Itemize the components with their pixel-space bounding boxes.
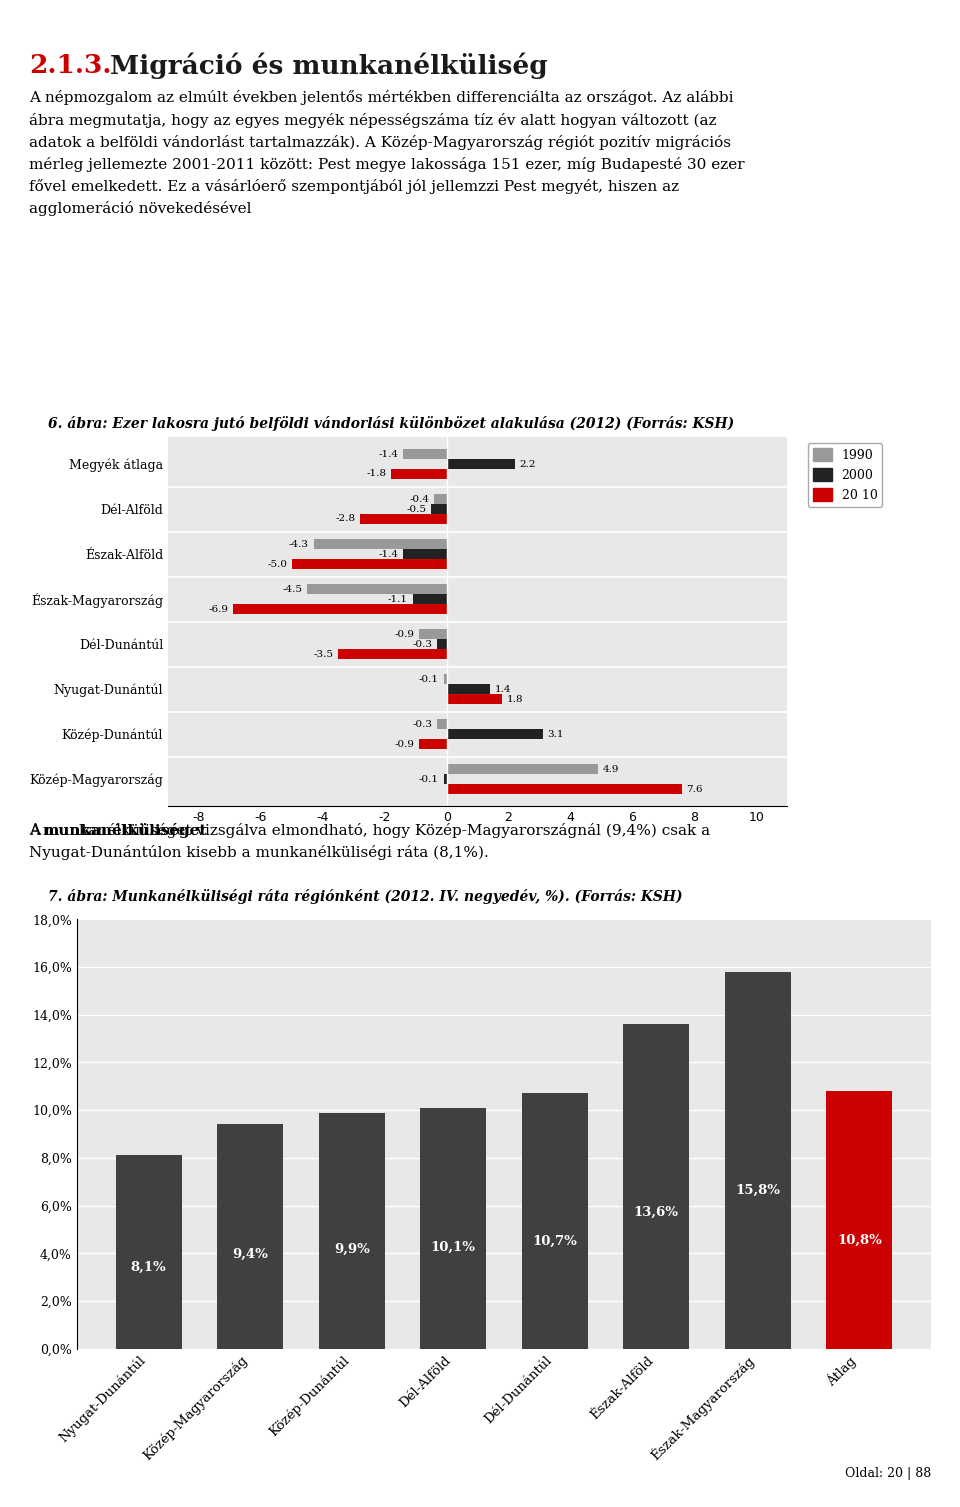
Bar [623,1025,689,1349]
Legend: 1990, 2000, 20 10: 1990, 2000, 20 10 [808,443,882,506]
Bar [446,729,542,738]
Bar [314,540,446,549]
Text: -0.3: -0.3 [413,639,433,648]
Text: -1.4: -1.4 [378,550,398,559]
Bar [307,585,446,594]
Text: -0.5: -0.5 [406,505,426,514]
Bar [522,1094,588,1349]
Text: -0.1: -0.1 [419,775,439,784]
Text: A: A [29,823,45,836]
Text: -0.4: -0.4 [410,494,430,503]
Bar [431,505,446,514]
Text: -0.9: -0.9 [395,740,414,749]
Bar [438,639,446,650]
Bar [446,684,490,695]
Text: munkanélküliséget: munkanélküliséget [42,823,206,838]
Text: 10,1%: 10,1% [431,1242,476,1254]
Text: 4.9: 4.9 [603,766,619,773]
Bar [419,738,446,749]
Bar [319,1112,385,1349]
Text: 8,1%: 8,1% [131,1261,166,1273]
Bar [446,764,598,775]
Bar [217,1124,283,1349]
Text: -1.4: -1.4 [378,449,398,458]
Bar [420,1108,486,1349]
Text: -3.5: -3.5 [314,650,334,659]
Bar [446,695,502,704]
Text: 9,9%: 9,9% [334,1243,370,1255]
Text: 1.8: 1.8 [507,695,523,704]
Text: 9,4%: 9,4% [232,1248,268,1261]
Bar [233,604,446,613]
Text: 2.1.3.: 2.1.3. [29,53,111,78]
Text: A munkanélküliséget vizsgálva elmondható, hogy Közép-Magyarországnál (9,4%) csak: A munkanélküliséget vizsgálva elmondható… [29,823,710,860]
Bar [419,630,446,639]
Bar [403,449,446,460]
Text: Oldal: 20 | 88: Oldal: 20 | 88 [845,1466,931,1480]
Bar [338,650,446,659]
Text: Migráció és munkanélküliség: Migráció és munkanélküliség [110,53,548,80]
Bar [446,784,682,794]
Text: -0.9: -0.9 [395,630,414,639]
Text: 2.2: 2.2 [519,460,536,469]
Text: 6. ábra: Ezer lakosra jutó belföldi vándorlási különbözet alakulása (2012) (Forr: 6. ábra: Ezer lakosra jutó belföldi vánd… [48,416,734,431]
Bar [391,469,446,479]
Text: 7.6: 7.6 [686,785,703,794]
Bar [444,775,446,784]
Text: -0.1: -0.1 [419,675,439,684]
Bar [438,719,446,729]
Bar [413,594,446,604]
Text: 10,7%: 10,7% [533,1236,577,1248]
Text: -6.9: -6.9 [208,604,228,613]
Bar [827,1091,893,1349]
Bar [446,460,515,469]
Text: -4.3: -4.3 [289,540,309,549]
Bar [360,514,446,524]
Bar [444,674,446,684]
Text: 13,6%: 13,6% [634,1206,679,1219]
Bar [292,559,446,570]
Text: 1.4: 1.4 [494,684,511,693]
Text: A népmozgalom az elmúlt években jelentős mértékben differenciálta az országot. A: A népmozgalom az elmúlt években jelentős… [29,90,744,217]
Bar [434,494,446,505]
Text: -4.5: -4.5 [282,585,302,594]
Text: -1.1: -1.1 [388,595,408,604]
Bar [115,1156,181,1349]
Text: -2.8: -2.8 [335,514,355,523]
Text: -1.8: -1.8 [367,470,386,478]
Bar [403,549,446,559]
Text: -0.3: -0.3 [413,720,433,729]
Text: 15,8%: 15,8% [735,1185,780,1197]
Text: 10,8%: 10,8% [837,1234,882,1246]
Bar [725,972,791,1349]
Text: 3.1: 3.1 [547,729,564,738]
Text: 7. ábra: Munkanélküliségi ráta régiónként (2012. IV. negyedév, %). (Forrás: KSH): 7. ábra: Munkanélküliségi ráta régiónkén… [48,889,683,904]
Text: -5.0: -5.0 [267,559,287,568]
